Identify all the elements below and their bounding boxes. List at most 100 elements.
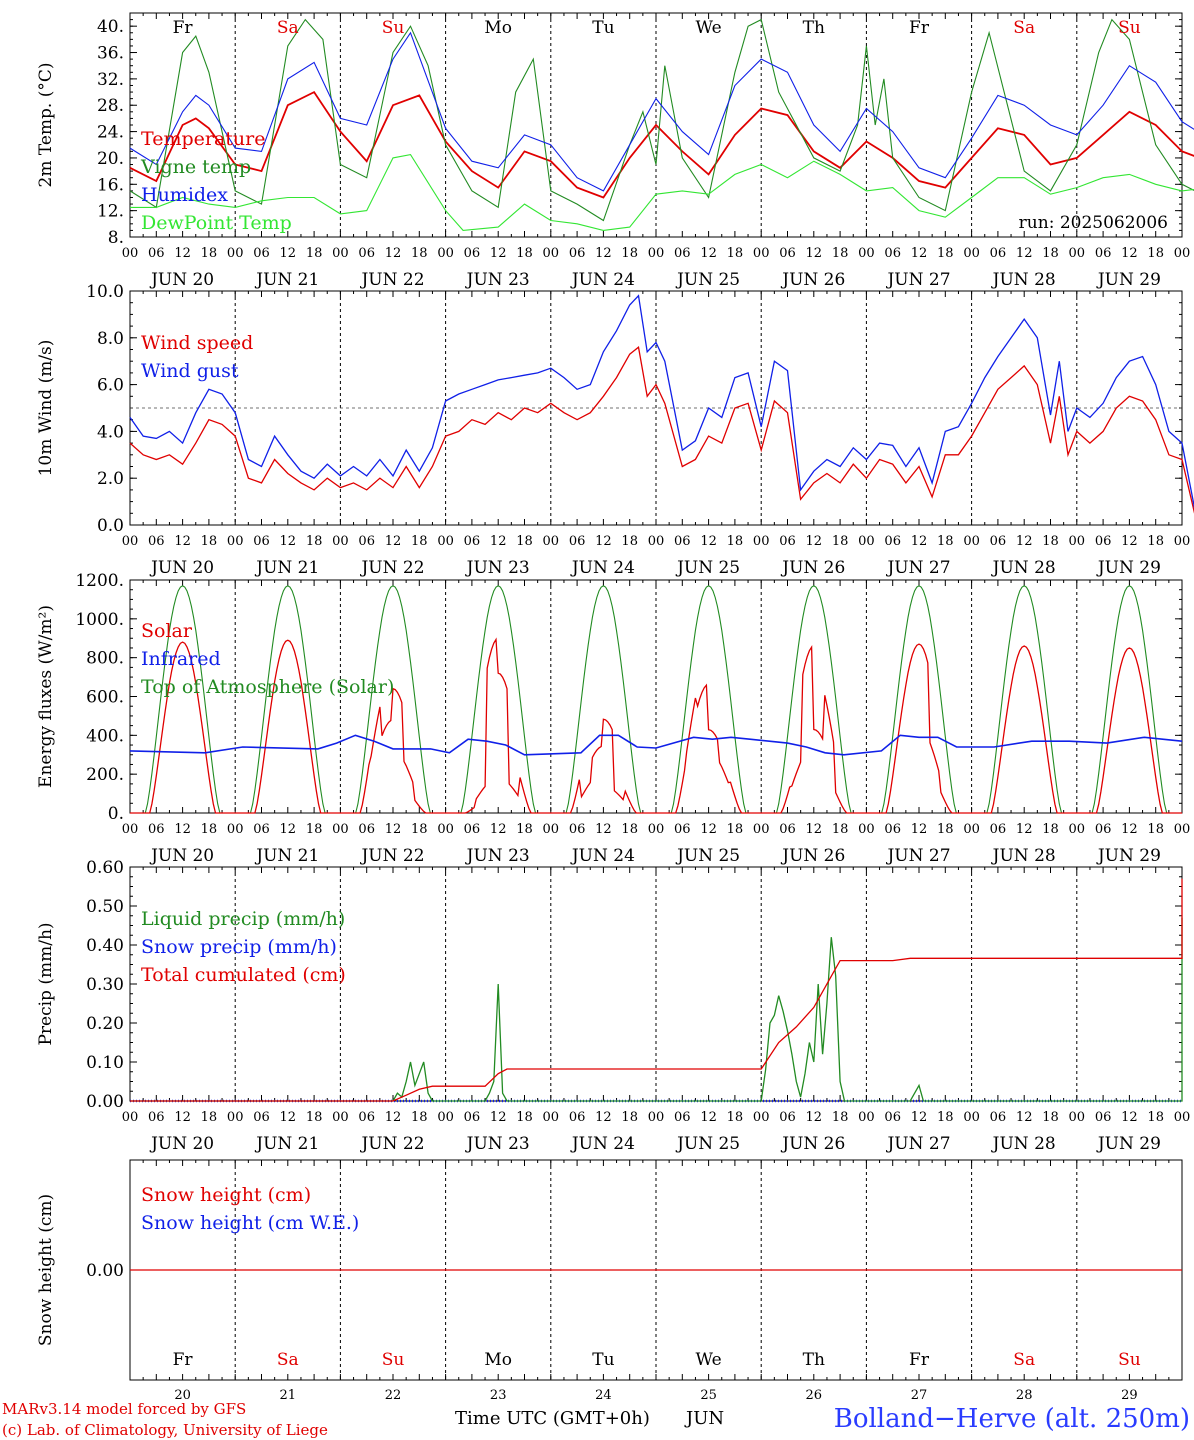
precip-x-hour-label: 00 — [543, 1110, 560, 1125]
energy-x-day-label: JUN 29 — [1096, 846, 1161, 866]
energy-x-day-label: JUN 22 — [359, 846, 424, 866]
temp-weekday-label: Fr — [909, 18, 930, 38]
temp-y-tick-label: 36. — [97, 44, 124, 64]
wind-y-tick-label: 4.0 — [97, 422, 124, 442]
energy-x-hour-label: 12 — [1016, 822, 1033, 837]
wind-x-hour-label: 12 — [280, 534, 297, 549]
temp-weekday-label: Tu — [592, 18, 614, 38]
wind-x-hour-label: 18 — [516, 534, 533, 549]
temp-x-hour-label: 06 — [358, 246, 375, 261]
wind-x-hour-label: 12 — [595, 534, 612, 549]
energy-x-hour-label: 00 — [543, 822, 560, 837]
snow-weekday-label: Sa — [277, 1350, 299, 1370]
temp-x-hour-label: 12 — [490, 246, 507, 261]
wind-x-day-label: JUN 24 — [570, 558, 635, 578]
snow-day-number: 23 — [490, 1388, 507, 1403]
snow-y-axis-title: Snow height (cm) — [36, 1194, 56, 1346]
temp-x-hour-label: 06 — [464, 246, 481, 261]
energy-x-day-label: JUN 27 — [885, 846, 950, 866]
precip-x-hour-label: 18 — [727, 1110, 744, 1125]
precip-x-hour-label: 00 — [122, 1110, 139, 1125]
station-name: Bolland−Herve (alt. 250m) — [834, 1404, 1190, 1434]
energy-x-hour-label: 06 — [1095, 822, 1112, 837]
energy-x-hour-label: 06 — [990, 822, 1007, 837]
wind-y-tick-label: 8.0 — [97, 329, 124, 349]
wind-x-hour-label: 18 — [621, 534, 638, 549]
precip-x-hour-label: 00 — [858, 1110, 875, 1125]
precip-x-day-label: JUN 26 — [780, 1134, 845, 1154]
precip-x-hour-label: 18 — [937, 1110, 954, 1125]
energy-x-hour-label: 00 — [332, 822, 349, 837]
precip-x-hour-label: 06 — [990, 1110, 1007, 1125]
precip-x-hour-label: 06 — [253, 1110, 270, 1125]
temp-x-day-label: JUN 27 — [885, 270, 950, 290]
snow-weekday-label: Sa — [1013, 1350, 1035, 1370]
run-annotation: run: 2025062006 — [1019, 213, 1168, 233]
temp-x-hour-label: 06 — [990, 246, 1007, 261]
energy-x-hour-label: 06 — [148, 822, 165, 837]
wind-x-hour-label: 06 — [464, 534, 481, 549]
precip-y-axis-title: Precip (mm/h) — [36, 922, 56, 1045]
snow-weekday-label: We — [696, 1350, 722, 1370]
energy-series-infrared — [129, 734, 1183, 756]
energy-y-tick-label: 800. — [86, 649, 124, 669]
precip-x-hour-label: 06 — [358, 1110, 375, 1125]
wind-x-hour-label: 18 — [1147, 534, 1164, 549]
precip-x-hour-label: 18 — [1147, 1110, 1164, 1125]
precip-x-day-label: JUN 22 — [359, 1134, 424, 1154]
temp-x-hour-label: 18 — [621, 246, 638, 261]
energy-x-hour-label: 12 — [280, 822, 297, 837]
energy-x-hour-label: 12 — [1121, 822, 1138, 837]
wind-x-hour-label: 06 — [148, 534, 165, 549]
temp-x-day-label: JUN 20 — [149, 270, 214, 290]
energy-x-hour-label: 18 — [1147, 822, 1164, 837]
snow-weekday-label: Fr — [909, 1350, 930, 1370]
temp-x-hour-label: 00 — [1069, 246, 1086, 261]
wind-x-hour-label: 12 — [1121, 534, 1138, 549]
snow-weekday-label: Tu — [592, 1350, 614, 1370]
temp-x-hour-label: 00 — [332, 246, 349, 261]
precip-x-day-label: JUN 21 — [254, 1134, 319, 1154]
x-axis-month: JUN — [684, 1408, 724, 1429]
snow-day-number: 25 — [700, 1388, 717, 1403]
wind-x-hour-label: 06 — [569, 534, 586, 549]
energy-y-axis-title: Energy fluxes (W/m²) — [36, 605, 56, 788]
temp-x-hour-label: 12 — [700, 246, 717, 261]
energy-x-hour-label: 18 — [621, 822, 638, 837]
energy-x-day-label: JUN 21 — [254, 846, 319, 866]
precip-x-hour-label: 18 — [201, 1110, 218, 1125]
energy-x-hour-label: 00 — [437, 822, 454, 837]
precip-x-day-label: JUN 24 — [570, 1134, 635, 1154]
precip-x-hour-label: 12 — [280, 1110, 297, 1125]
temp-y-tick-label: 16. — [97, 175, 124, 195]
wind-x-hour-label: 00 — [753, 534, 770, 549]
temp-x-hour-label: 18 — [1147, 246, 1164, 261]
energy-y-tick-label: 0. — [108, 804, 124, 824]
temp-x-day-label: JUN 28 — [991, 270, 1056, 290]
energy-x-hour-label: 00 — [858, 822, 875, 837]
temp-weekday-label: Su — [1118, 18, 1141, 38]
precip-series-liquid-precip-mm-h- — [130, 917, 1183, 1102]
temp-weekday-label: Fr — [173, 18, 194, 38]
wind-x-hour-label: 00 — [963, 534, 980, 549]
energy-x-hour-label: 12 — [700, 822, 717, 837]
text-layer: 8. 12. 16. 20. 24. 28. 32. 36. 40. 2m Temp. (°C) 0… — [36, 17, 1190, 1403]
wind-x-hour-label: 00 — [332, 534, 349, 549]
wind-y-tick-label: 2.0 — [97, 469, 124, 489]
wind-x-hour-label: 18 — [937, 534, 954, 549]
wind-x-hour-label: 06 — [990, 534, 1007, 549]
energy-x-hour-label: 12 — [806, 822, 823, 837]
precip-y-tick-label: 0.50 — [86, 897, 124, 917]
precip-x-hour-label: 12 — [806, 1110, 823, 1125]
energy-x-day-label: JUN 23 — [465, 846, 530, 866]
precip-x-hour-label: 00 — [753, 1110, 770, 1125]
wind-x-day-label: JUN 22 — [359, 558, 424, 578]
energy-x-hour-label: 06 — [358, 822, 375, 837]
precip-x-hour-label: 18 — [306, 1110, 323, 1125]
precip-x-hour-label: 00 — [227, 1110, 244, 1125]
precip-x-hour-label: 00 — [332, 1110, 349, 1125]
wind-x-hour-label: 18 — [832, 534, 849, 549]
wind-x-hour-label: 12 — [1016, 534, 1033, 549]
precip-x-hour-label: 12 — [700, 1110, 717, 1125]
energy-x-hour-label: 00 — [753, 822, 770, 837]
